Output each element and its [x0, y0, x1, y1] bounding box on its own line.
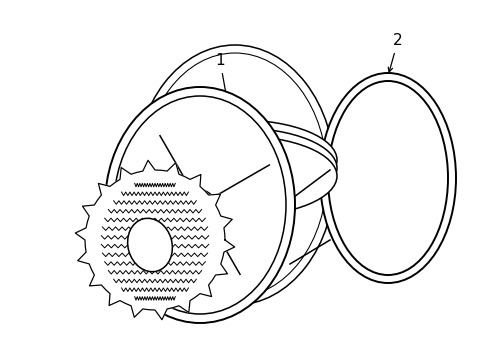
Ellipse shape [327, 81, 447, 275]
Text: 1: 1 [215, 53, 237, 151]
Ellipse shape [142, 120, 336, 200]
Ellipse shape [184, 190, 215, 220]
Ellipse shape [319, 73, 455, 283]
Ellipse shape [142, 128, 336, 208]
Ellipse shape [142, 53, 326, 297]
Polygon shape [75, 160, 234, 320]
Ellipse shape [127, 218, 172, 272]
Ellipse shape [135, 45, 334, 305]
Ellipse shape [105, 87, 294, 323]
Text: 2: 2 [387, 33, 402, 72]
Ellipse shape [142, 136, 336, 216]
Ellipse shape [114, 96, 285, 314]
